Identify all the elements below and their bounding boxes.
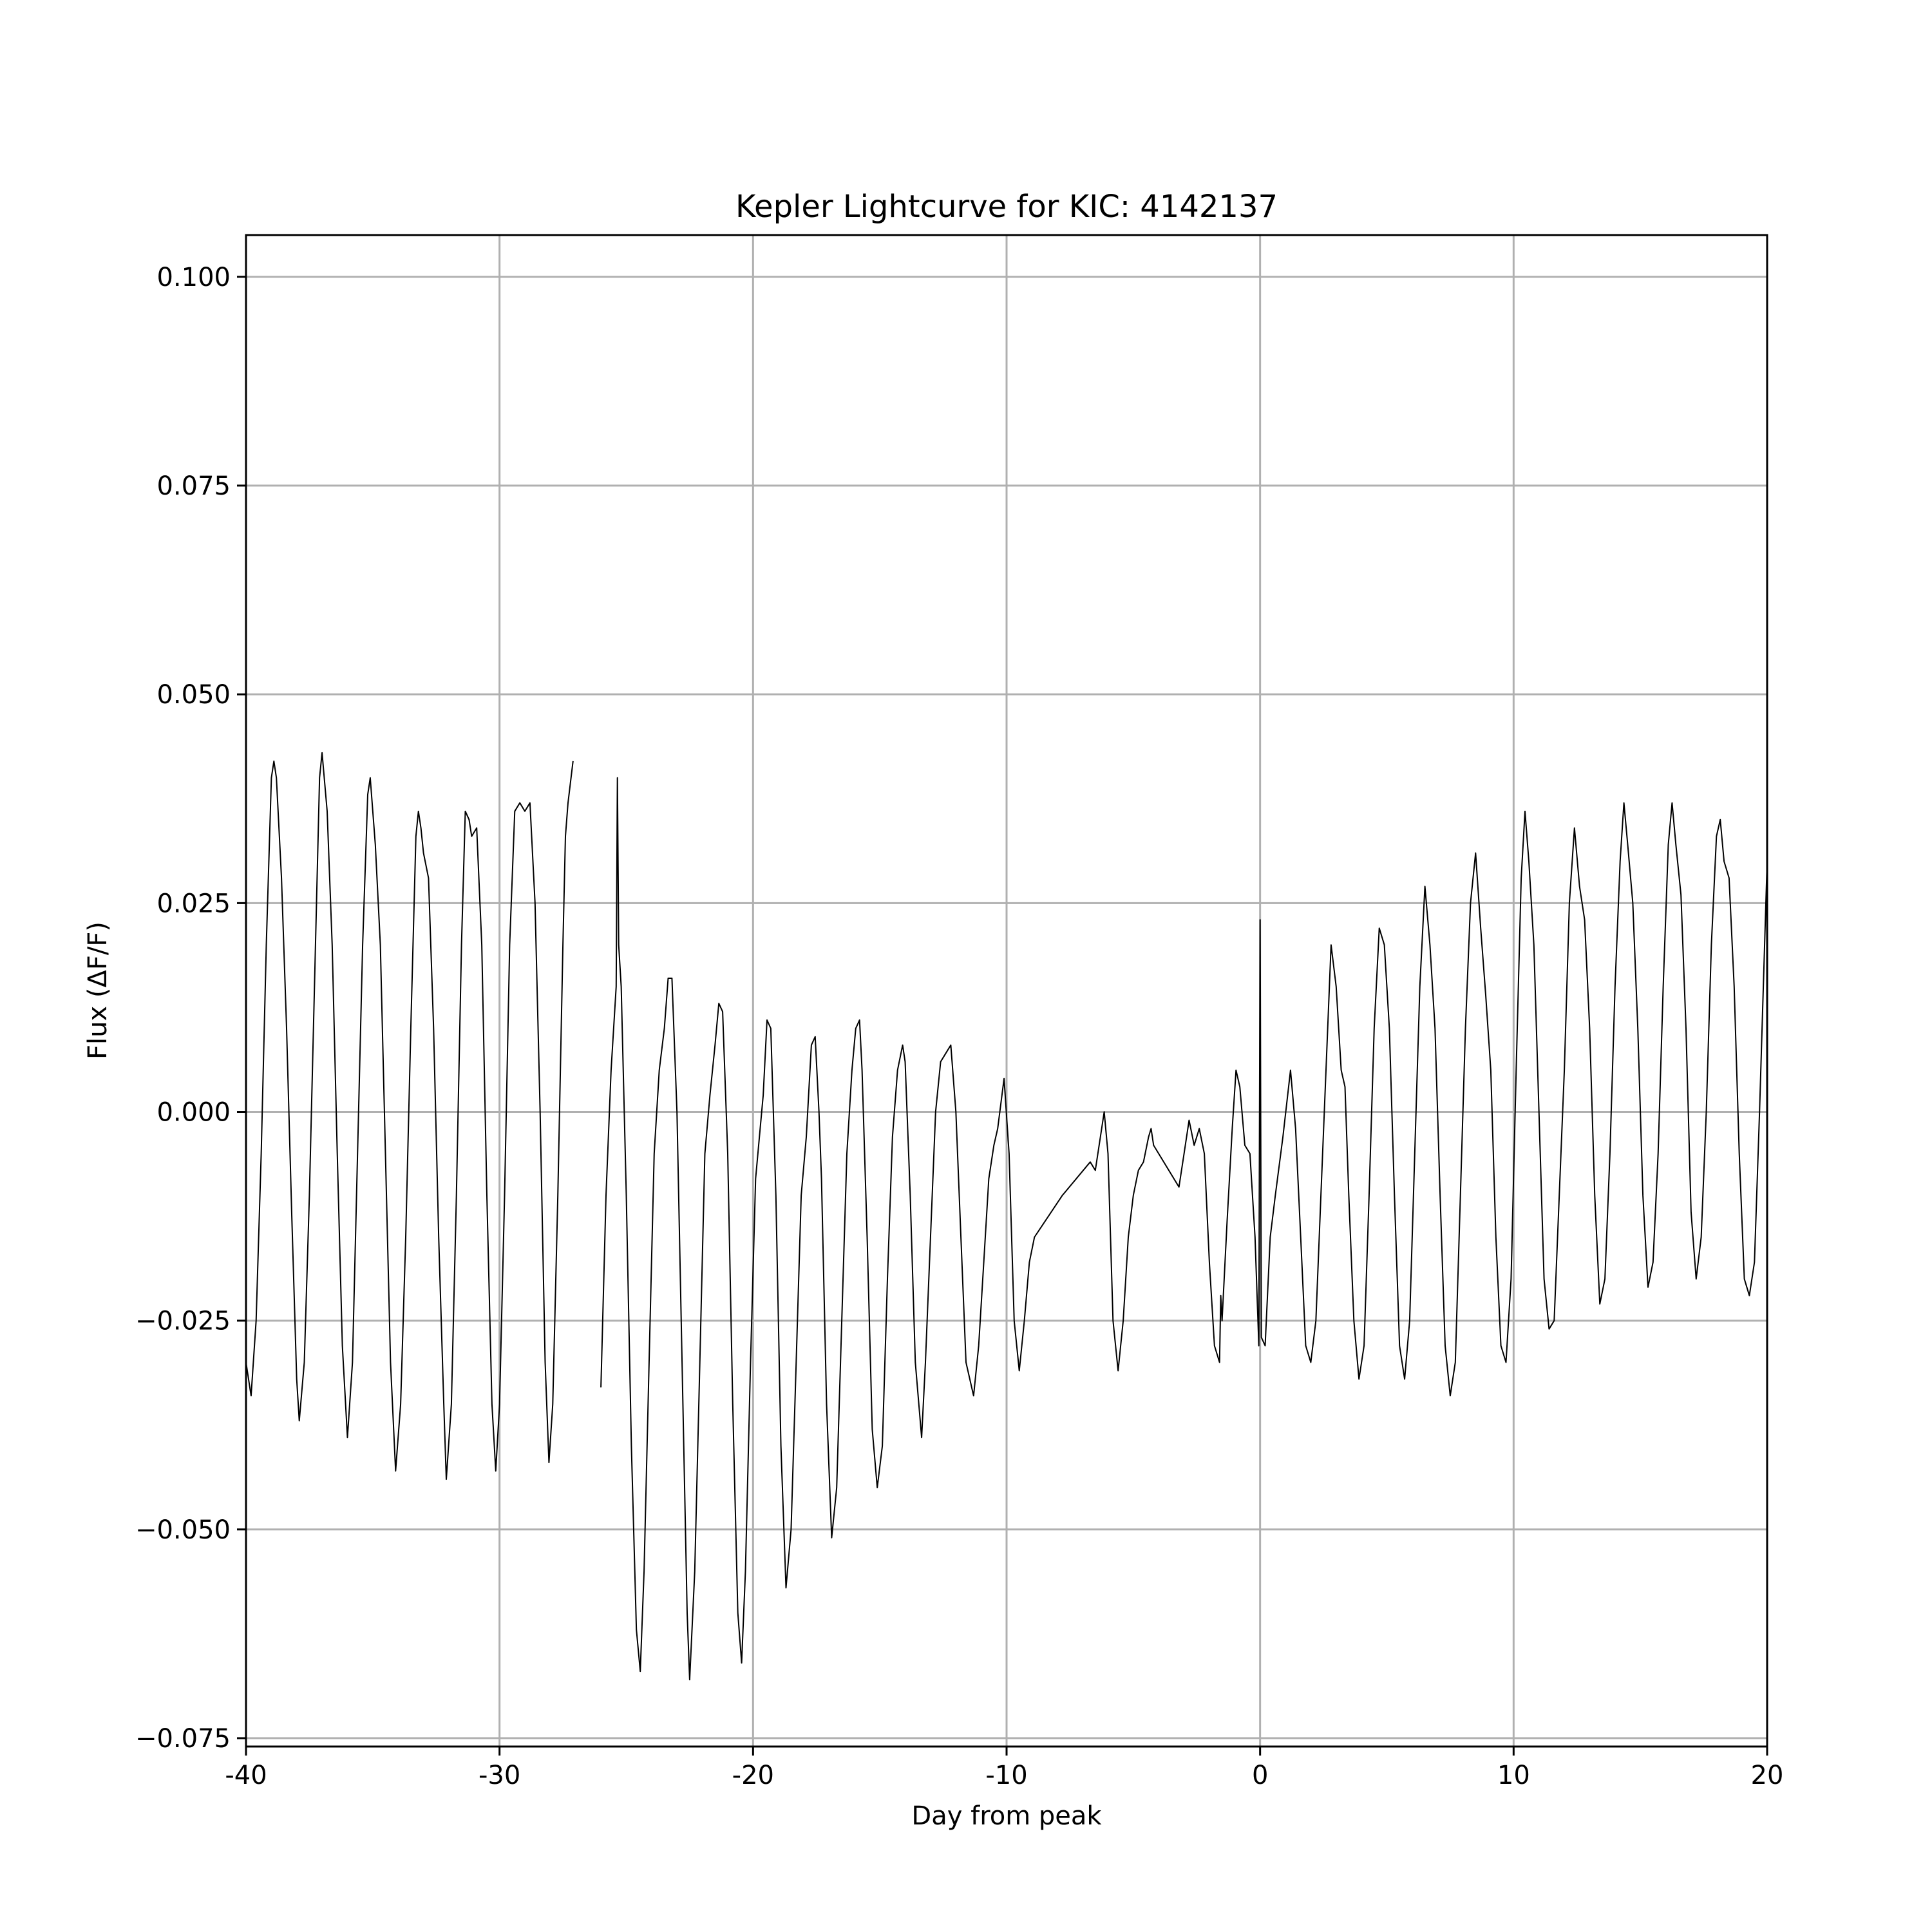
y-tick-label: −0.025 (135, 1307, 231, 1336)
y-axis-ticks: 0.100 0.075 0.050 0.025 0.000 −0.025 −0.050 −0.… (135, 263, 246, 1754)
y-tick-label: 0.025 (156, 889, 231, 918)
y-axis-label: Flux (ΔF/F) (83, 922, 113, 1059)
x-tick-label: 0 (1252, 1761, 1268, 1790)
flux-series-line (245, 752, 574, 1481)
grid-lines (245, 235, 1768, 1747)
y-tick-label: 0.100 (156, 263, 231, 292)
y-tick-label: 0.050 (156, 680, 231, 710)
y-tick-label: 0.075 (156, 471, 231, 501)
x-tick-label: 10 (1497, 1761, 1530, 1790)
x-tick-label: 20 (1751, 1761, 1784, 1790)
x-axis-label: Day from peak (911, 1801, 1102, 1831)
x-tick-label: -20 (732, 1761, 774, 1790)
x-tick-label: -40 (225, 1761, 267, 1790)
flux-series-line (600, 777, 1768, 1681)
y-tick-label: −0.075 (135, 1724, 231, 1754)
y-tick-label: 0.000 (156, 1098, 231, 1128)
chart-title: Kepler Lightcurve for KIC: 4142137 (735, 189, 1278, 225)
y-tick-label: −0.050 (135, 1515, 231, 1545)
x-axis-ticks: -40 -30 -20 -10 0 10 20 (225, 1747, 1783, 1790)
x-tick-label: -10 (985, 1761, 1027, 1790)
series-lines (245, 752, 1768, 1681)
x-tick-label: -30 (478, 1761, 520, 1790)
